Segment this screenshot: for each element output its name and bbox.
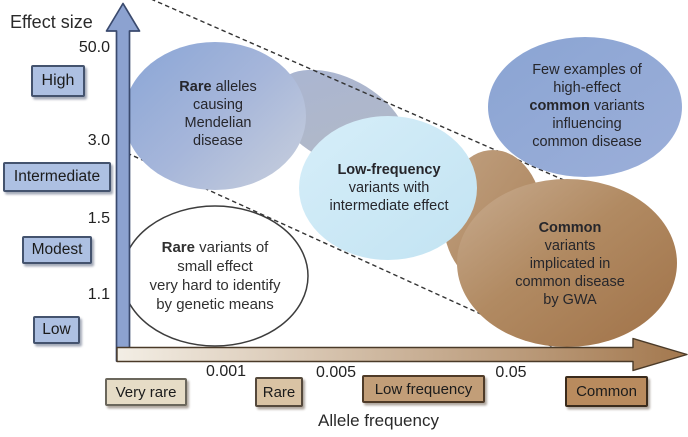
- line-rest: intermediate effect: [329, 198, 449, 214]
- x-tick-005: 0.05: [495, 364, 527, 381]
- bubble-mendelian-text: Rare alleles causing Mendelian disease: [179, 78, 256, 150]
- line-rest: disease: [193, 133, 243, 149]
- line-bold: common: [529, 98, 590, 114]
- line-bold: Low-frequency: [337, 162, 441, 178]
- bubble-mendelian: [124, 42, 306, 190]
- x-label-rare: Rare: [255, 377, 303, 407]
- line-rest: by genetic means: [156, 296, 274, 313]
- line-rest: small effect: [177, 258, 253, 275]
- x-label-common: Common: [565, 376, 648, 407]
- x-label-very-rare: Very rare: [105, 378, 187, 406]
- y-label-intermediate: Intermediate: [3, 162, 111, 192]
- line-bold: Rare: [161, 239, 195, 256]
- line-rest: variants of: [194, 239, 269, 256]
- text-line: Few examples of: [529, 61, 644, 79]
- line-rest: by GWA: [543, 292, 597, 308]
- line-rest: influencing: [552, 116, 622, 132]
- y-tick-3: 3.0: [87, 132, 110, 149]
- line-rest: Mendelian: [184, 115, 252, 131]
- line-rest: causing: [193, 97, 243, 113]
- text-line: Rare alleles: [179, 78, 256, 96]
- text-line: high-effect: [529, 79, 644, 97]
- ellipse-rare-small-effect-text: Rare variants of small effect very hard …: [150, 238, 281, 314]
- text-line: intermediate effect: [329, 197, 448, 215]
- x-tick-0001: 0.001: [205, 363, 247, 380]
- line-rest: Few examples of: [532, 62, 642, 78]
- y-label-low: Low: [33, 316, 80, 344]
- y-tick-1-5: 1.5: [87, 210, 110, 227]
- bubble-high-effect-common: [488, 37, 682, 177]
- line-rest: implicated in: [529, 256, 611, 272]
- x-axis-arrow: [116, 337, 688, 372]
- text-line: very hard to identify: [150, 276, 281, 295]
- text-line: common disease: [515, 273, 625, 291]
- bubble-high-effect-common-text: Few examples of high-effect common varia…: [529, 61, 644, 151]
- text-line: by genetic means: [150, 295, 281, 314]
- line-rest: variants with: [348, 180, 430, 196]
- text-line: causing: [179, 96, 256, 114]
- y-axis-title: Effect size: [10, 12, 93, 32]
- text-line: small effect: [150, 257, 281, 276]
- text-line: by GWA: [515, 291, 625, 309]
- bubble-low-frequency: [299, 116, 477, 260]
- text-line: disease: [179, 132, 256, 150]
- line-rest: variants: [544, 238, 596, 254]
- line-rest: common disease: [515, 274, 625, 290]
- line-bold: Rare: [179, 79, 212, 95]
- y-axis-arrow: [105, 2, 141, 362]
- y-tick-1-1: 1.1: [87, 286, 110, 303]
- text-line: influencing: [529, 115, 644, 133]
- bubble-gwa-common: [457, 179, 677, 347]
- line-rest: common disease: [532, 134, 642, 150]
- line-rest: high-effect: [553, 80, 621, 96]
- line-rest: variants: [589, 98, 645, 114]
- x-label-low-frequency: Low frequency: [362, 375, 485, 403]
- x-tick-0005: 0.005: [315, 364, 357, 381]
- line-rest: very hard to identify: [149, 277, 281, 294]
- text-line: variants with: [329, 179, 448, 197]
- text-line: common disease: [529, 133, 644, 151]
- text-line: common variants: [529, 97, 644, 115]
- line-rest: alleles: [211, 79, 257, 95]
- text-line: Low-frequency: [329, 161, 448, 179]
- text-line: Rare variants of: [150, 238, 281, 257]
- dashed-boundary-upper: [151, 0, 665, 225]
- line-bold: Common: [538, 220, 602, 236]
- text-line: Common: [515, 219, 625, 237]
- bubble-gwa-common-text: Common variants implicated in common dis…: [515, 219, 625, 309]
- text-line: implicated in: [515, 255, 625, 273]
- text-line: variants: [515, 237, 625, 255]
- bubble-low-frequency-text: Low-frequency variants with intermediate…: [329, 161, 448, 215]
- text-line: Mendelian: [179, 114, 256, 132]
- y-label-modest: Modest: [22, 236, 92, 264]
- x-axis-title: Allele frequency: [318, 411, 439, 430]
- y-label-high: High: [31, 65, 85, 97]
- y-tick-50: 50.0: [78, 39, 110, 56]
